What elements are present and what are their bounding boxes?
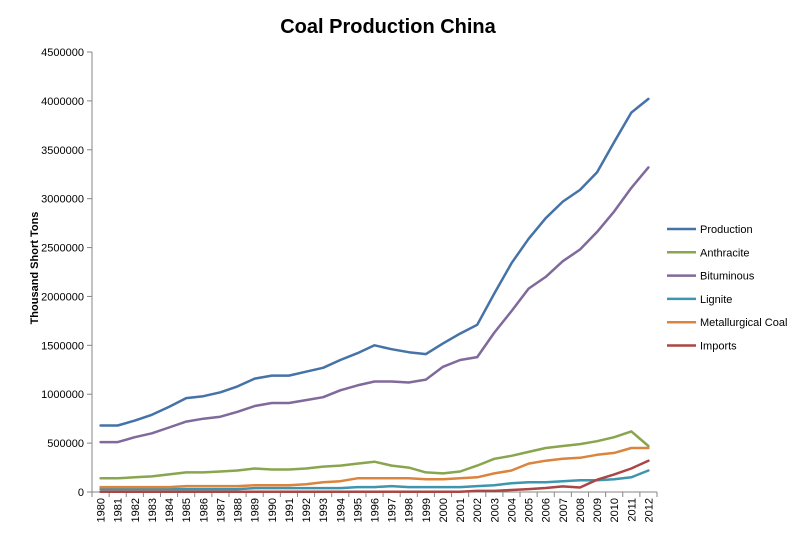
x-tick-label: 1995 (352, 498, 364, 522)
y-tick-label: 4000000 (41, 96, 84, 108)
legend-item-bituminous: Bituminous (667, 271, 755, 283)
series-line-lignite (99, 469, 650, 491)
series-line-bituminous (99, 166, 650, 444)
legend-item-anthracite: Anthracite (667, 247, 750, 259)
x-tick-label: 1983 (147, 498, 159, 522)
x-tick-label: 1997 (387, 498, 399, 522)
x-tick-label: 1980 (96, 498, 108, 522)
x-tick-label: 1996 (370, 498, 382, 522)
legend-item-production: Production (667, 224, 753, 236)
x-tick-label: 1985 (181, 498, 193, 522)
x-tick-label: 1992 (301, 498, 313, 522)
x-tick-label: 1982 (130, 498, 142, 522)
x-tick-label: 2011 (626, 498, 638, 522)
x-tick-label: 1986 (198, 498, 210, 522)
series-line-imports (99, 459, 650, 494)
legend-label: Production (700, 224, 753, 236)
x-tick-label: 2009 (592, 498, 604, 522)
x-tick-label: 2007 (558, 498, 570, 522)
series-line-anthracite (99, 430, 650, 480)
y-tick-label: 3500000 (41, 145, 84, 157)
legend-item-metallurgical-coal: Metallurgical Coal (667, 317, 787, 329)
x-tick-label: 1988 (233, 498, 245, 522)
y-tick-label: 3000000 (41, 194, 84, 206)
x-tick-label: 1999 (421, 498, 433, 522)
x-axis-ticks: 1980 1981 1982 1983 1984 1985 1986 1987 1988 1989… (91, 492, 658, 522)
x-tick-label: 2003 (489, 498, 501, 522)
y-tick-label: 500000 (47, 438, 84, 450)
x-tick-label: 2012 (643, 498, 655, 522)
x-tick-label: 1998 (404, 498, 416, 522)
y-tick-label: 1500000 (41, 340, 84, 352)
x-tick-label: 1991 (284, 498, 296, 522)
series-line-metallurgical-coal (99, 446, 650, 489)
legend-item-imports: Imports (667, 341, 737, 353)
x-tick-label: 1987 (215, 498, 227, 522)
legend-label: Imports (700, 341, 737, 353)
y-axis-label: Thousand Short Tons (29, 212, 41, 325)
chart-title: Coal Production China (280, 16, 496, 38)
y-tick-label: 0 (78, 487, 84, 499)
x-tick-label: 2001 (455, 498, 467, 522)
legend-label: Anthracite (700, 247, 750, 259)
x-tick-label: 1993 (318, 498, 330, 522)
legend-label: Bituminous (700, 271, 755, 283)
legend-label: Metallurgical Coal (700, 317, 787, 329)
y-tick-label: 2500000 (41, 243, 84, 255)
legend-item-lignite: Lignite (667, 294, 732, 306)
y-tick-label: 4500000 (41, 47, 84, 59)
legend-label: Lignite (700, 294, 732, 306)
y-axis-ticks: 0 500000 1000000 1500000 2000000 2500000 30000… (41, 47, 92, 499)
x-tick-label: 1990 (267, 498, 279, 522)
x-tick-label: 2008 (575, 498, 587, 522)
series-line-production (99, 97, 650, 427)
x-tick-label: 1994 (335, 498, 347, 522)
x-tick-label: 2005 (524, 498, 536, 522)
x-tick-label: 2010 (609, 498, 621, 522)
x-tick-label: 2004 (506, 498, 518, 522)
x-tick-label: 2002 (472, 498, 484, 522)
y-tick-label: 1000000 (41, 389, 84, 401)
x-tick-label: 1989 (250, 498, 262, 522)
x-tick-label: 2006 (541, 498, 553, 522)
x-tick-label: 1984 (164, 498, 176, 522)
legend: Production Anthracite Bituminous Lignite Met… (667, 224, 787, 353)
x-tick-label: 2000 (438, 498, 450, 522)
series-lines (99, 97, 650, 494)
x-tick-label: 1981 (113, 498, 125, 522)
y-tick-label: 2000000 (41, 291, 84, 303)
